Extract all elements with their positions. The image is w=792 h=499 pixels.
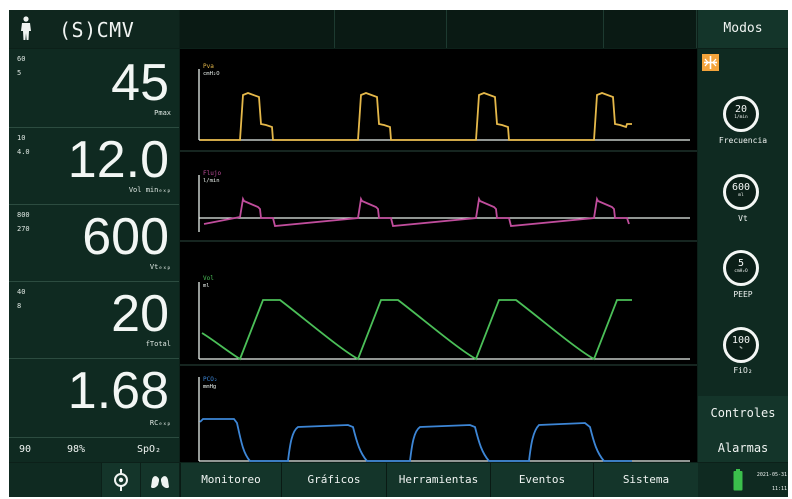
spo2-label: SpO₂ bbox=[137, 444, 162, 455]
pco2-label: PCO₂ bbox=[203, 376, 218, 383]
bottom-status-left bbox=[9, 463, 101, 497]
controls-panel: 20 1/min Frecuencia 600 ml Vt 5 cmH₂O PE… bbox=[698, 49, 788, 462]
header-message-bar bbox=[180, 10, 697, 48]
measured-value: 12.0 bbox=[67, 131, 169, 189]
control-label: Frecuencia bbox=[718, 136, 768, 145]
control-label: FiO₂ bbox=[733, 366, 753, 375]
control-unit: ml bbox=[738, 193, 744, 198]
measured-value: 1.68 bbox=[67, 362, 169, 420]
value-box-tidal-volume[interactable]: 800 270 600 Vtₑₓₚ bbox=[9, 205, 179, 282]
pco2-waveform bbox=[199, 418, 632, 462]
waveform-canvas bbox=[180, 69, 697, 462]
lower-limit: 4.0 bbox=[17, 148, 30, 156]
lower-limit: 5 bbox=[17, 69, 22, 77]
flow-unit: l/min bbox=[203, 178, 220, 184]
message-segment bbox=[604, 10, 697, 48]
bottom-bar: Monitoreo Gráficos Herramientas Eventos … bbox=[9, 462, 788, 497]
message-segment bbox=[335, 10, 447, 48]
fio2-knob[interactable]: 100 % bbox=[723, 327, 759, 363]
tab-graficos[interactable]: Gráficos bbox=[281, 463, 386, 497]
tab-herramientas[interactable]: Herramientas bbox=[386, 463, 490, 497]
value-box-ftotal[interactable]: 40 8 20 fTotal bbox=[9, 282, 179, 359]
alarms-button[interactable]: Alarmas bbox=[698, 431, 788, 466]
value-unit: RCₑₓₚ bbox=[149, 419, 171, 427]
upper-limit: 10 bbox=[17, 134, 26, 142]
upper-limit: 800 bbox=[17, 211, 30, 219]
pressure-unit: cmH₂O bbox=[203, 71, 220, 77]
measured-value: 45 bbox=[111, 54, 169, 112]
upper-limit: 40 bbox=[17, 288, 26, 296]
nebulizer-icon bbox=[114, 469, 128, 491]
ventilation-mode: (S)CMV bbox=[59, 18, 135, 42]
pressure-waveform bbox=[200, 92, 632, 141]
flow-label: Flujo bbox=[203, 170, 222, 177]
ventilator-screen: (S)CMV Modos 60 5 45 Pmax 10 4.0 12.0 Vo… bbox=[9, 10, 788, 497]
lower-limit: 8 bbox=[17, 302, 22, 310]
volume-waveform bbox=[201, 299, 632, 361]
spo2-row[interactable]: 90 98% SpO₂ bbox=[9, 438, 179, 462]
control-label: PEEP bbox=[733, 290, 753, 299]
value-unit: Vol minₑₓₚ bbox=[128, 186, 171, 194]
control-label: Vt bbox=[738, 214, 748, 223]
measured-value: 600 bbox=[82, 208, 169, 266]
waveform-area[interactable]: Pva cmH₂O Flujo l/min Vol ml PCO₂ mmHg bbox=[180, 49, 697, 462]
tidal-volume-knob[interactable]: 600 ml bbox=[723, 174, 759, 210]
control-value: 100 bbox=[731, 335, 751, 346]
value-box-rc[interactable]: 1.68 RCₑₓₚ bbox=[9, 359, 179, 438]
lock-icon[interactable] bbox=[702, 54, 719, 71]
upper-limit: 60 bbox=[17, 55, 26, 63]
value-unit: fTotal bbox=[145, 340, 171, 348]
controls-button[interactable]: Controles bbox=[698, 396, 788, 431]
control-unit: 1/min bbox=[734, 115, 748, 120]
flow-waveform bbox=[203, 196, 630, 227]
lower-limit: 270 bbox=[17, 225, 30, 233]
lungs-button[interactable] bbox=[141, 463, 179, 497]
control-unit: cmH₂O bbox=[734, 269, 748, 274]
message-segment bbox=[447, 10, 604, 48]
frequency-knob[interactable]: 20 1/min bbox=[723, 96, 759, 132]
datetime: 2021-05-31 11:11 bbox=[753, 468, 787, 496]
person-icon[interactable] bbox=[19, 16, 33, 42]
volume-label: Vol bbox=[203, 275, 214, 282]
spo2-percent: 98% bbox=[67, 444, 86, 455]
message-segment bbox=[180, 10, 335, 48]
battery-icon bbox=[733, 469, 743, 491]
pco2-unit: mmHg bbox=[203, 384, 217, 390]
peep-knob[interactable]: 5 cmH₂O bbox=[723, 250, 759, 286]
measured-value: 20 bbox=[111, 285, 169, 343]
tab-monitoreo[interactable]: Monitoreo bbox=[180, 463, 281, 497]
control-value: 20 bbox=[734, 104, 748, 115]
time: 11:11 bbox=[771, 486, 787, 492]
value-unit: Vtₑₓₚ bbox=[149, 263, 171, 271]
modes-button[interactable]: Modos bbox=[723, 21, 763, 36]
control-unit: % bbox=[739, 346, 743, 351]
value-unit: Pmax bbox=[154, 109, 171, 117]
lungs-icon bbox=[151, 472, 169, 489]
tab-sistema[interactable]: Sistema bbox=[593, 463, 698, 497]
pressure-label: Pva bbox=[203, 63, 214, 70]
header-mode-panel[interactable]: (S)CMV bbox=[9, 10, 179, 48]
value-box-minute-volume[interactable]: 10 4.0 12.0 Vol minₑₓₚ bbox=[9, 128, 179, 205]
pulse-rate: 90 bbox=[19, 444, 32, 455]
value-box-pmax[interactable]: 60 5 45 Pmax bbox=[9, 49, 179, 128]
modes-panel[interactable]: Modos bbox=[698, 10, 788, 48]
tab-eventos[interactable]: Eventos bbox=[490, 463, 593, 497]
nebulizer-button[interactable] bbox=[102, 463, 140, 497]
volume-unit: ml bbox=[203, 283, 210, 289]
control-value: 5 bbox=[737, 258, 745, 269]
status-panel bbox=[698, 463, 788, 497]
date: 2021-05-31 bbox=[756, 472, 787, 478]
control-value: 600 bbox=[731, 182, 751, 193]
